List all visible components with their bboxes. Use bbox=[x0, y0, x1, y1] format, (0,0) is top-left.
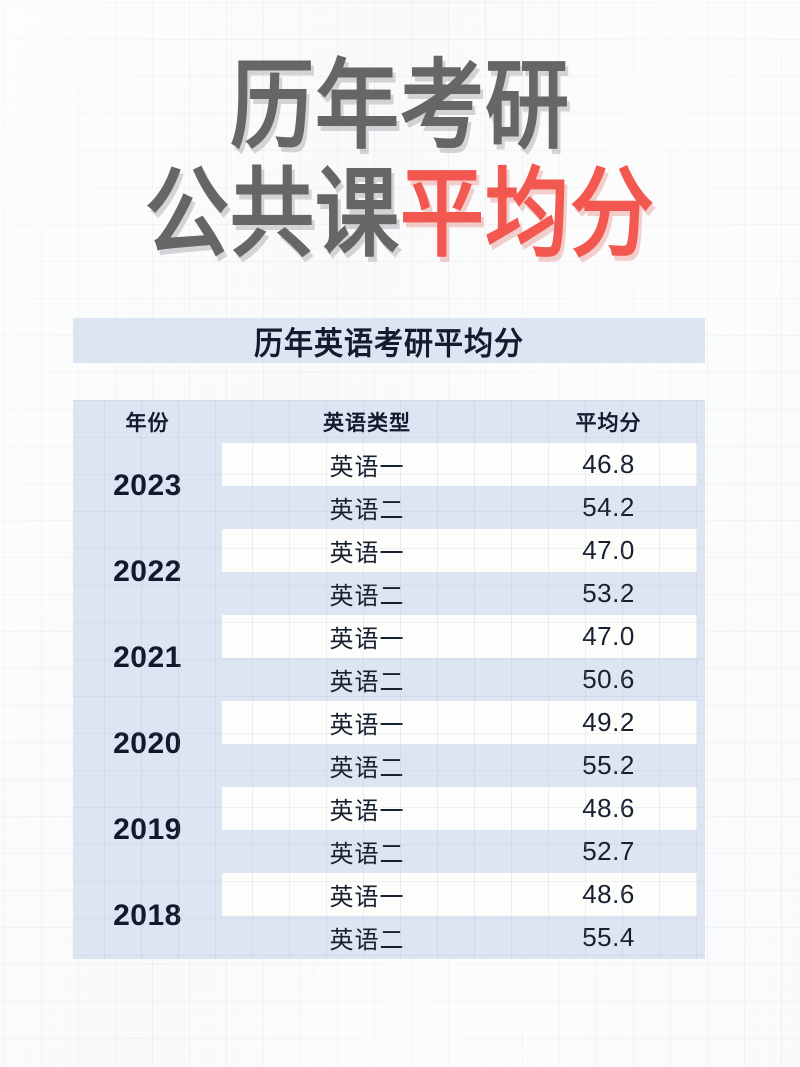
table-row: 英语二 54.2 bbox=[73, 486, 705, 529]
cell-average-score: 46.8 bbox=[512, 449, 705, 480]
average-score-value: 53.2 bbox=[582, 578, 635, 608]
average-score-value: 52.7 bbox=[582, 836, 635, 866]
year-value: 2019 bbox=[113, 812, 182, 846]
average-score-table: 历年英语考研平均分 年份 英语类型 平均分 2023 英语一 46.8 英语二 54.2… bbox=[73, 318, 705, 959]
cell-average-score: 52.7 bbox=[512, 836, 705, 867]
column-header-score: 平均分 bbox=[575, 410, 642, 435]
english-type-value: 英语二 bbox=[329, 926, 405, 954]
average-score-value: 54.2 bbox=[582, 492, 635, 522]
cell-english-type: 英语一 bbox=[222, 533, 512, 568]
english-type-value: 英语一 bbox=[329, 711, 405, 739]
cell-english-type: 英语二 bbox=[222, 662, 512, 697]
cell-english-type: 英语二 bbox=[222, 834, 512, 869]
table-title-gap bbox=[73, 363, 705, 400]
hero-title-line-1-text: 历年考研 bbox=[229, 49, 570, 163]
average-score-value: 49.2 bbox=[582, 707, 635, 737]
hero-title-line-2: 公共课平均分 bbox=[0, 165, 800, 262]
table-row: 2022 英语一 47.0 bbox=[73, 529, 705, 588]
english-type-value: 英语一 bbox=[329, 539, 405, 567]
hero-title-line-2-red-text: 平均分 bbox=[400, 157, 656, 271]
year-value: 2023 bbox=[113, 468, 182, 502]
year-value: 2018 bbox=[113, 898, 182, 932]
english-type-value: 英语一 bbox=[329, 453, 405, 481]
table-title: 历年英语考研平均分 bbox=[253, 324, 524, 362]
column-header-year: 年份 bbox=[125, 410, 170, 435]
average-score-value: 55.4 bbox=[582, 922, 635, 952]
cell-english-type: 英语二 bbox=[222, 920, 512, 955]
hero-title-line-2-gray-text: 公共课 bbox=[144, 157, 400, 271]
cell-year: 2023 bbox=[73, 469, 222, 503]
cell-average-score: 55.2 bbox=[512, 750, 705, 781]
cell-year: 2018 bbox=[73, 899, 222, 933]
cell-average-score: 48.6 bbox=[512, 879, 705, 910]
cell-english-type: 英语二 bbox=[222, 748, 512, 783]
average-score-value: 50.6 bbox=[582, 664, 635, 694]
cell-average-score: 47.0 bbox=[512, 621, 705, 652]
average-score-value: 47.0 bbox=[582, 621, 635, 651]
year-value: 2022 bbox=[113, 554, 182, 588]
cell-average-score: 55.4 bbox=[512, 922, 705, 953]
average-score-value: 55.2 bbox=[582, 750, 635, 780]
cell-average-score: 53.2 bbox=[512, 578, 705, 609]
english-type-value: 英语二 bbox=[329, 840, 405, 868]
english-type-value: 英语一 bbox=[329, 625, 405, 653]
table-row: 2021 英语一 47.0 bbox=[73, 615, 705, 674]
english-type-value: 英语二 bbox=[329, 754, 405, 782]
table-row: 2019 英语一 48.6 bbox=[73, 787, 705, 846]
cell-english-type: 英语二 bbox=[222, 576, 512, 611]
table-row: 英语二 50.6 bbox=[73, 658, 705, 701]
table-title-band: 历年英语考研平均分 bbox=[73, 318, 705, 363]
table-body: 年份 英语类型 平均分 2023 英语一 46.8 英语二 54.2 2022 英语一 47.… bbox=[73, 400, 705, 959]
cell-average-score: 47.0 bbox=[512, 535, 705, 566]
cell-english-type: 英语二 bbox=[222, 490, 512, 525]
cell-year: 2022 bbox=[73, 555, 222, 589]
english-type-value: 英语一 bbox=[329, 883, 405, 911]
table-row: 英语二 52.7 bbox=[73, 830, 705, 873]
column-header-type: 英语类型 bbox=[323, 410, 411, 435]
english-type-value: 英语二 bbox=[329, 496, 405, 524]
cell-average-score: 54.2 bbox=[512, 492, 705, 523]
table-row: 2020 英语一 49.2 bbox=[73, 701, 705, 760]
cell-english-type: 英语一 bbox=[222, 619, 512, 654]
cell-english-type: 英语一 bbox=[222, 791, 512, 826]
table-header-row: 年份 英语类型 平均分 bbox=[73, 400, 705, 443]
cell-english-type: 英语一 bbox=[222, 877, 512, 912]
cell-english-type: 英语一 bbox=[222, 705, 512, 740]
average-score-value: 48.6 bbox=[582, 879, 635, 909]
cell-year: 2020 bbox=[73, 727, 222, 761]
table-row: 英语二 55.2 bbox=[73, 744, 705, 787]
year-value: 2020 bbox=[113, 726, 182, 760]
table-row: 2018 英语一 48.6 bbox=[73, 873, 705, 932]
cell-average-score: 49.2 bbox=[512, 707, 705, 738]
english-type-value: 英语一 bbox=[329, 797, 405, 825]
english-type-value: 英语二 bbox=[329, 668, 405, 696]
table-row: 2023 英语一 46.8 bbox=[73, 443, 705, 502]
average-score-value: 48.6 bbox=[582, 793, 635, 823]
cell-year: 2021 bbox=[73, 641, 222, 675]
table-rows-container: 2023 英语一 46.8 英语二 54.2 2022 英语一 47.0 英语二 53.2 2021… bbox=[73, 443, 705, 959]
year-value: 2021 bbox=[113, 640, 182, 674]
hero-title-line-1: 历年考研 bbox=[0, 57, 800, 154]
english-type-value: 英语二 bbox=[329, 582, 405, 610]
average-score-value: 46.8 bbox=[582, 449, 635, 479]
cell-year: 2019 bbox=[73, 813, 222, 847]
average-score-value: 47.0 bbox=[582, 535, 635, 565]
cell-average-score: 50.6 bbox=[512, 664, 705, 695]
cell-average-score: 48.6 bbox=[512, 793, 705, 824]
cell-english-type: 英语一 bbox=[222, 447, 512, 482]
table-row: 英语二 53.2 bbox=[73, 572, 705, 615]
table-row: 英语二 55.4 bbox=[73, 916, 705, 959]
